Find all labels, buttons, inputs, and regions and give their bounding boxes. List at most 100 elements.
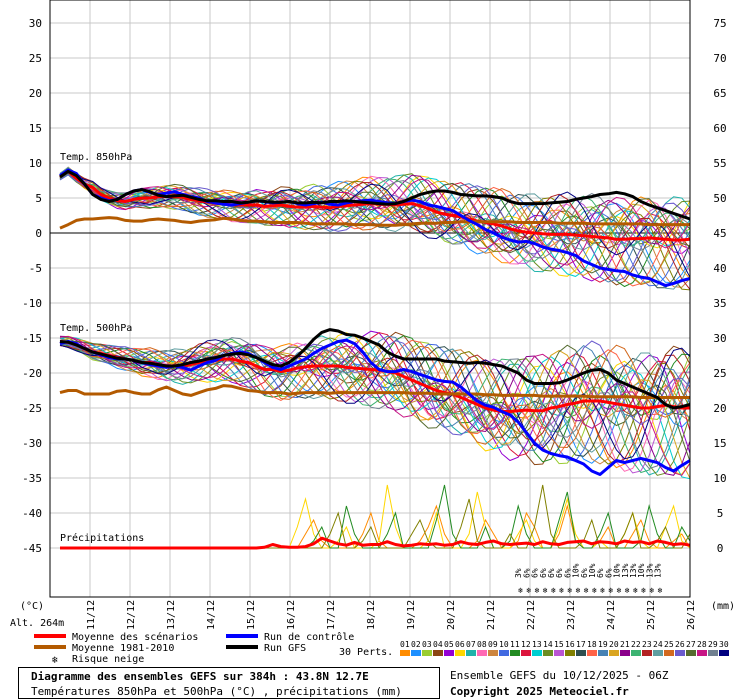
member-legend-swatch [631,650,641,656]
member-legend-label: 25 [664,640,674,649]
x-tick-label: 24/12 [606,600,617,630]
right-tick-label: 75 [713,17,726,30]
snow-risk-label: 6% [531,568,540,578]
right-tick-label: 60 [713,122,726,135]
member-legend-label: 11 [510,640,520,649]
member-legend-label: 18 [587,640,597,649]
member-line-500 [59,337,691,470]
left-tick-label: -25 [22,402,42,415]
snow-risk-row: 3%❄6%❄6%❄6%❄6%❄6%❄6%❄10%❄6%❄10%❄6%❄6%❄10… [514,563,662,595]
member-legend-swatch [653,650,663,656]
right-tick-label: 55 [713,157,726,170]
member-legend-label: 22 [631,640,641,649]
left-tick-label: -5 [29,262,42,275]
member-legend-swatch [598,650,608,656]
snow-risk-label: 6% [547,568,556,578]
x-tick-label: 15/12 [246,600,257,630]
snow-risk-label: 6% [604,568,613,578]
snow-risk-label: 13% [645,563,654,578]
x-tick-label: 16/12 [286,600,297,630]
snow-risk-label: 6% [539,568,548,578]
series-line-t850 [59,168,691,287]
left-tick-label: -10 [22,297,42,310]
member-legend-label: 26 [675,640,685,649]
member-line-500 [59,340,691,462]
snow-risk-label: 6% [563,568,572,578]
copyright: Copyright 2025 Meteociel.fr [450,685,629,698]
right-tick-label: 5 [717,507,724,520]
snow-flake-icon: ❄ [592,586,597,595]
chart-title: Diagramme des ensembles GEFS sur 384h : … [31,670,369,683]
member-legend-label: 29 [708,640,718,649]
member-legend-label: 28 [697,640,707,649]
member-legend-label: 30 [719,640,729,649]
right-tick-label: 0 [717,542,724,555]
x-tick-label: 25/12 [646,600,657,630]
x-tick-label: 26/12 [686,600,697,630]
x-tick-label: 21/12 [486,600,497,630]
member-legend-swatch [466,650,476,656]
member-legend-swatch [697,650,707,656]
member-legend-label: 13 [532,640,542,649]
member-line-850 [59,170,691,277]
member-line-850 [59,169,691,278]
member-legend-label: 23 [642,640,652,649]
legend-snow-icon: ❄ [52,655,59,666]
member-legend-swatch [576,650,586,656]
legend-gfs-label: Run GFS [264,643,306,654]
legend-mean-label: Moyenne des scénarios [72,631,198,643]
right-tick-label: 15 [713,437,726,450]
member-legend-swatch [587,650,597,656]
left-axis-ticks: 30 25 20 15 10 5 0 -5 -10 -15 -20 -25 -30 -35 -40 -45 [22,17,42,555]
member-legend-label: 07 [466,640,476,649]
member-legend-swatch [719,650,729,656]
member-legend-swatch [675,650,685,656]
left-tick-label: 0 [35,227,42,240]
member-legend-label: 27 [686,640,696,649]
snow-flake-icon: ❄ [584,586,589,595]
series-line-t500 [59,384,690,399]
member-line-850 [59,170,691,266]
member-legend-label: 04 [433,640,443,649]
member-legend-label: 20 [609,640,619,649]
series-line-t850 [59,169,691,221]
left-tick-label: -35 [22,472,42,485]
label-temp-500: Temp. 500hPa [60,323,132,334]
snow-flake-icon: ❄ [526,586,531,595]
right-unit-label: (mm) [711,601,735,612]
member-legend-swatch [411,650,421,656]
x-tick-label: 23/12 [566,600,577,630]
member-legend-label: 08 [477,640,487,649]
member-line-850 [59,171,691,274]
right-tick-label: 35 [713,297,726,310]
member-legend-swatch [642,650,652,656]
x-axis-labels: 11/12 12/12 13/12 14/12 15/12 16/12 17/12 18/12… [86,600,697,630]
right-tick-label: 40 [713,262,726,275]
x-tick-label: 22/12 [526,600,537,630]
legend-snow-label: Risque neige [72,654,144,665]
member-legend-label: 14 [543,640,553,649]
snow-risk-label: 6% [555,568,564,578]
right-tick-label: 20 [713,402,726,415]
series-lines [59,168,691,550]
right-tick-label: 50 [713,192,726,205]
snow-risk-label: 10% [588,563,597,578]
snow-risk-label: 13% [629,563,638,578]
snow-flake-icon: ❄ [641,586,646,595]
label-precip: Précipitations [60,532,144,544]
member-legend-swatch [609,650,619,656]
legend-climo-label: Moyenne 1981-2010 [72,643,174,654]
snow-risk-label: 13% [621,563,630,578]
x-tick-label: 18/12 [366,600,377,630]
member-legend-swatch [664,650,674,656]
member-legend-swatch [543,650,553,656]
snow-flake-icon: ❄ [518,586,523,595]
snow-flake-icon: ❄ [625,586,630,595]
member-legend-label: 15 [554,640,564,649]
x-tick-label: 17/12 [326,600,337,630]
snow-risk-label: 10% [613,563,622,578]
left-tick-label: 15 [29,122,42,135]
snow-flake-icon: ❄ [600,586,605,595]
left-tick-label: 25 [29,52,42,65]
